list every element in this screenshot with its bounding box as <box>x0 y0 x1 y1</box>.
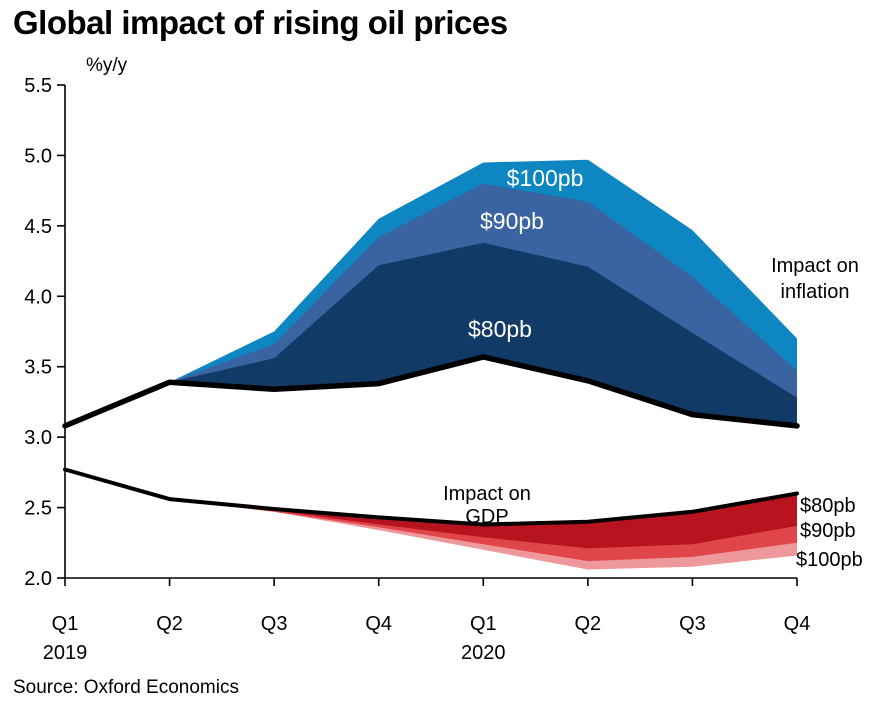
x-tick-label: Q1 <box>470 613 497 635</box>
y-tick-label: 3.0 <box>24 427 52 449</box>
y-axis-unit-label: %y/y <box>86 55 128 76</box>
y-tick-label: 4.5 <box>24 216 52 238</box>
x-tick-label: Q4 <box>365 613 392 635</box>
y-tick-label: 5.5 <box>24 75 52 97</box>
inflation-baseline-line <box>62 354 800 429</box>
y-tick-label: 3.5 <box>24 357 52 379</box>
y-tick-label: 2.5 <box>24 498 52 520</box>
x-year-label: 2020 <box>461 642 506 664</box>
source-note: Source: Oxford Economics <box>13 677 239 698</box>
y-tick-label: 2.0 <box>24 568 52 590</box>
label-inflation-90pb: $90pb <box>480 208 544 234</box>
gdp-baseline-line <box>63 467 799 527</box>
label-impact-on-gdp: GDP <box>465 506 508 528</box>
label-impact-on-inflation: inflation <box>781 281 850 303</box>
label-inflation-100pb: $100pb <box>507 165 584 191</box>
x-tick-label: Q2 <box>575 613 602 635</box>
x-tick-label: Q3 <box>679 613 706 635</box>
label-impact-on-inflation: Impact on <box>771 255 859 277</box>
label-gdp-90pb: $90pb <box>800 520 856 542</box>
y-tick-label: 5.0 <box>24 145 52 167</box>
x-tick-label: Q1 <box>52 613 79 635</box>
label-gdp-100pb: $100pb <box>796 549 863 571</box>
label-inflation-80pb: $80pb <box>468 316 532 342</box>
gdp-band-80pb <box>65 469 797 549</box>
inflation-band-80pb <box>65 242 797 426</box>
chart-title: Global impact of rising oil prices <box>13 4 508 41</box>
y-tick-label: 4.0 <box>24 286 52 308</box>
x-tick-label: Q3 <box>261 613 288 635</box>
x-year-label: 2019 <box>43 642 88 664</box>
x-tick-label: Q4 <box>784 613 811 635</box>
label-impact-on-gdp: Impact on <box>443 483 531 505</box>
x-tick-label: Q2 <box>156 613 183 635</box>
label-gdp-80pb: $80pb <box>800 495 856 517</box>
